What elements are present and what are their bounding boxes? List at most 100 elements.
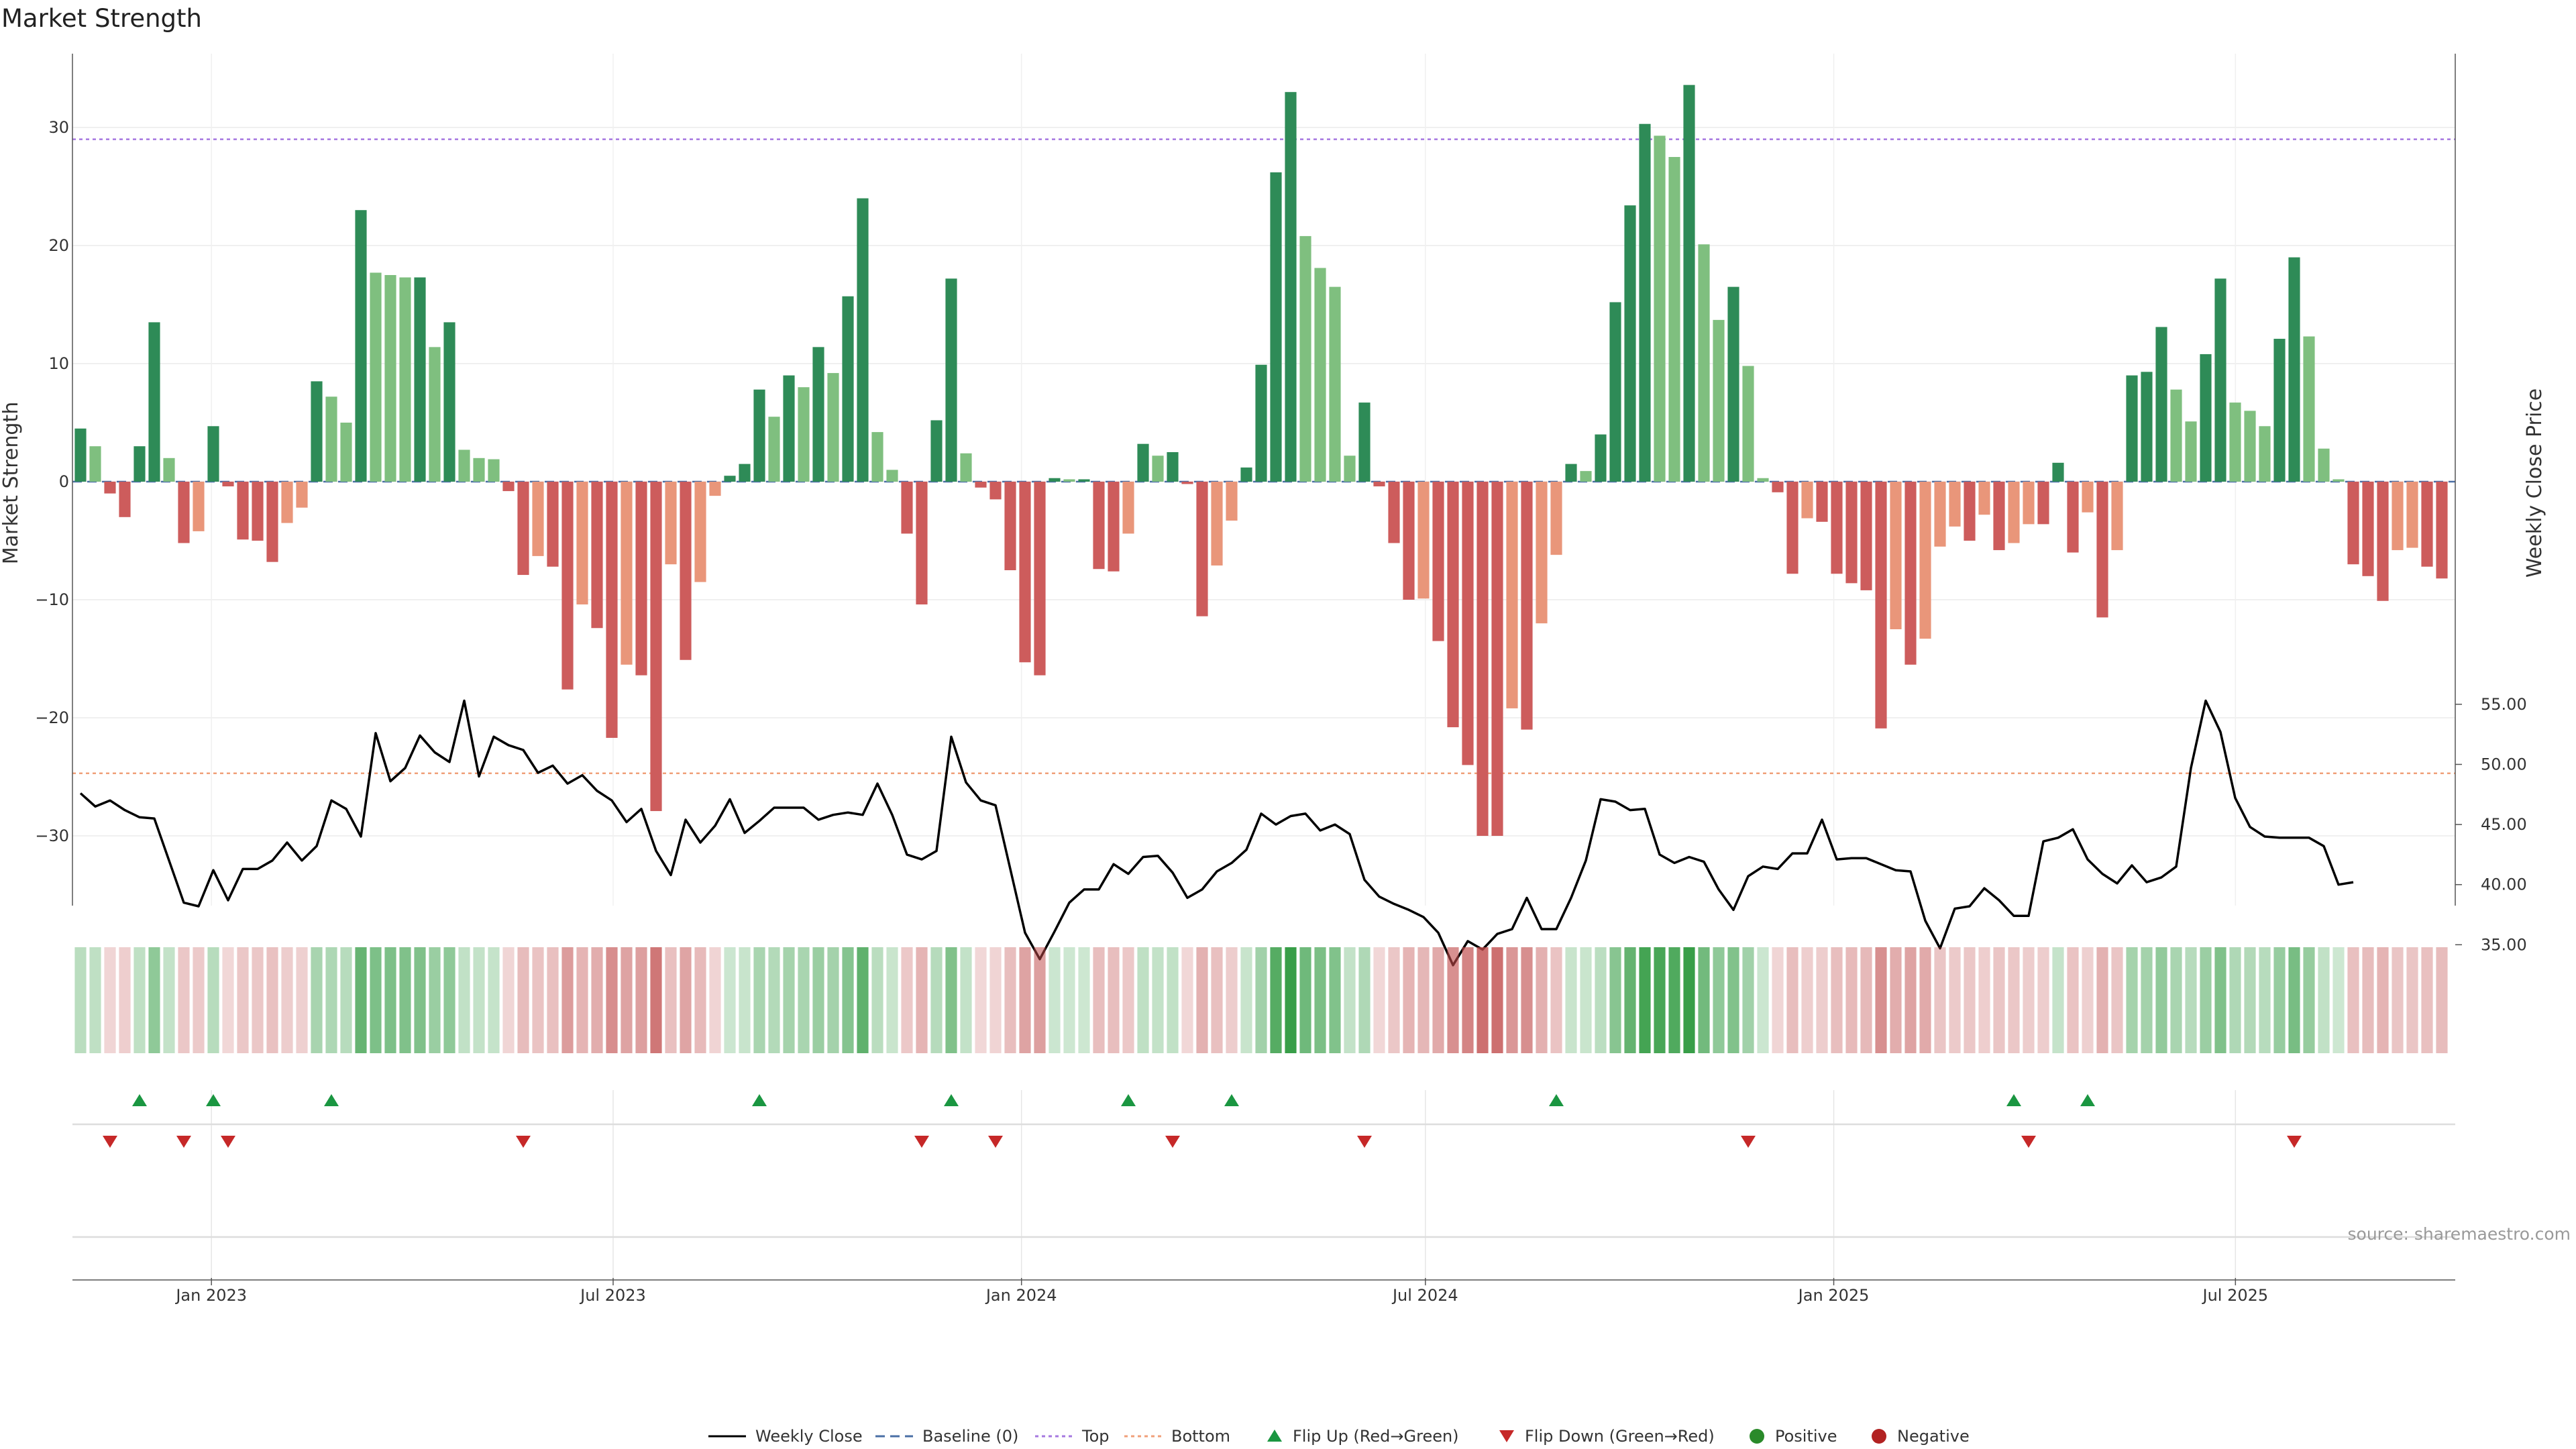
- strength-bar: [1978, 482, 1990, 515]
- strength-bar: [1964, 482, 1976, 541]
- strength-bar: [193, 482, 205, 531]
- strength-bar: [1949, 482, 1961, 527]
- strength-bar: [1536, 482, 1548, 624]
- heat-cell: [1152, 947, 1164, 1053]
- x-tick-label: Jul 2024: [1391, 1286, 1458, 1305]
- heat-cell: [798, 947, 810, 1053]
- flip-down-marker: [914, 1136, 929, 1148]
- heat-cell: [576, 947, 588, 1053]
- y2-tick-label: 35.00: [2481, 935, 2527, 954]
- strength-bar: [1786, 482, 1799, 574]
- strength-bar: [340, 423, 352, 482]
- heat-cell: [1417, 947, 1430, 1053]
- strength-bar: [222, 482, 234, 487]
- strength-bar: [1845, 482, 1858, 584]
- heat-cell: [945, 947, 957, 1053]
- strength-bar: [1491, 482, 1503, 836]
- strength-bar: [2244, 411, 2256, 482]
- strength-bar: [753, 389, 765, 482]
- strength-bar: [2273, 339, 2286, 482]
- x-tick-label: Jul 2023: [579, 1286, 646, 1305]
- heat-cell: [2436, 947, 2448, 1053]
- strength-bar: [1226, 482, 1238, 521]
- heat-cell: [1536, 947, 1548, 1053]
- strength-bar: [621, 482, 633, 665]
- strength-bar: [1698, 244, 1710, 482]
- strength-bar: [2185, 421, 2197, 482]
- strength-bar: [1417, 482, 1430, 599]
- heat-cell: [252, 947, 264, 1053]
- heat-cell: [1314, 947, 1326, 1053]
- heat-cell: [2244, 947, 2256, 1053]
- heat-cell: [1595, 947, 1607, 1053]
- heat-cell: [2200, 947, 2212, 1053]
- y-tick-label: 30: [48, 118, 69, 137]
- heat-cell: [532, 947, 544, 1053]
- strength-bar: [1137, 443, 1149, 482]
- strength-bar: [89, 446, 101, 482]
- heat-cell: [1299, 947, 1311, 1053]
- heat-cell: [1742, 947, 1754, 1053]
- legend: Weekly Close Baseline (0) Top Bottom Flip Up…: [708, 1427, 1970, 1446]
- strength-bar: [2288, 257, 2300, 482]
- strength-bar: [1919, 482, 1931, 639]
- heat-cell: [606, 947, 618, 1053]
- strength-bar: [458, 449, 470, 482]
- heat-cell: [1683, 947, 1695, 1053]
- strength-bar: [1004, 482, 1016, 570]
- source-note: source: sharemaestro.com: [2348, 1224, 2571, 1244]
- y2-tick-label: 40.00: [2481, 875, 2527, 894]
- heat-cell: [724, 947, 736, 1053]
- strength-bar: [1447, 482, 1459, 728]
- heat-cell: [2421, 947, 2433, 1053]
- strength-bar: [1875, 482, 1887, 729]
- strength-bar: [1816, 482, 1828, 522]
- strength-bar: [1122, 482, 1134, 534]
- heat-cell: [753, 947, 765, 1053]
- heat-cell: [1226, 947, 1238, 1053]
- legend-label-flip-up: Flip Up (Red→Green): [1293, 1427, 1459, 1446]
- strength-bar: [1801, 482, 1813, 519]
- heat-cell: [1108, 947, 1120, 1053]
- strength-bar: [237, 482, 249, 540]
- heat-cell: [2111, 947, 2123, 1053]
- flip-up-marker: [206, 1094, 221, 1106]
- strength-bar: [635, 482, 647, 676]
- heat-cell: [1122, 947, 1134, 1053]
- heat-cell: [384, 947, 396, 1053]
- strength-bar: [2347, 482, 2359, 565]
- strength-bar: [1299, 235, 1311, 482]
- strength-bar: [1403, 482, 1415, 600]
- strength-bar: [2037, 482, 2049, 525]
- heat-cell: [1462, 947, 1474, 1053]
- heat-cell: [1801, 947, 1813, 1053]
- heat-cell: [1270, 947, 1282, 1053]
- flip-up-marker: [1121, 1094, 1136, 1106]
- heat-cell: [2318, 947, 2330, 1053]
- heat-cell: [1668, 947, 1680, 1053]
- heat-cell: [355, 947, 367, 1053]
- heat-cell: [2052, 947, 2064, 1053]
- heat-cell: [1713, 947, 1725, 1053]
- heat-cell: [1654, 947, 1666, 1053]
- y2-tick-label: 45.00: [2481, 815, 2527, 834]
- heat-cell: [296, 947, 308, 1053]
- heat-cell: [1875, 947, 1887, 1053]
- strength-bar: [989, 482, 1002, 500]
- heat-cell: [1845, 947, 1858, 1053]
- legend-label-baseline: Baseline (0): [922, 1427, 1018, 1446]
- heat-cell: [193, 947, 205, 1053]
- heat-cell: [2273, 947, 2286, 1053]
- strength-bar: [606, 482, 618, 738]
- heat-cell: [2096, 947, 2108, 1053]
- heat-cell: [1919, 947, 1931, 1053]
- heat-cell: [178, 947, 190, 1053]
- heat-cell: [709, 947, 721, 1053]
- heat-cell: [1506, 947, 1518, 1053]
- heat-cell: [281, 947, 293, 1053]
- strength-bar: [1890, 482, 1902, 629]
- heat-cell: [886, 947, 898, 1053]
- heat-cell: [916, 947, 928, 1053]
- strength-bar: [1772, 482, 1784, 492]
- heat-cell: [1388, 947, 1400, 1053]
